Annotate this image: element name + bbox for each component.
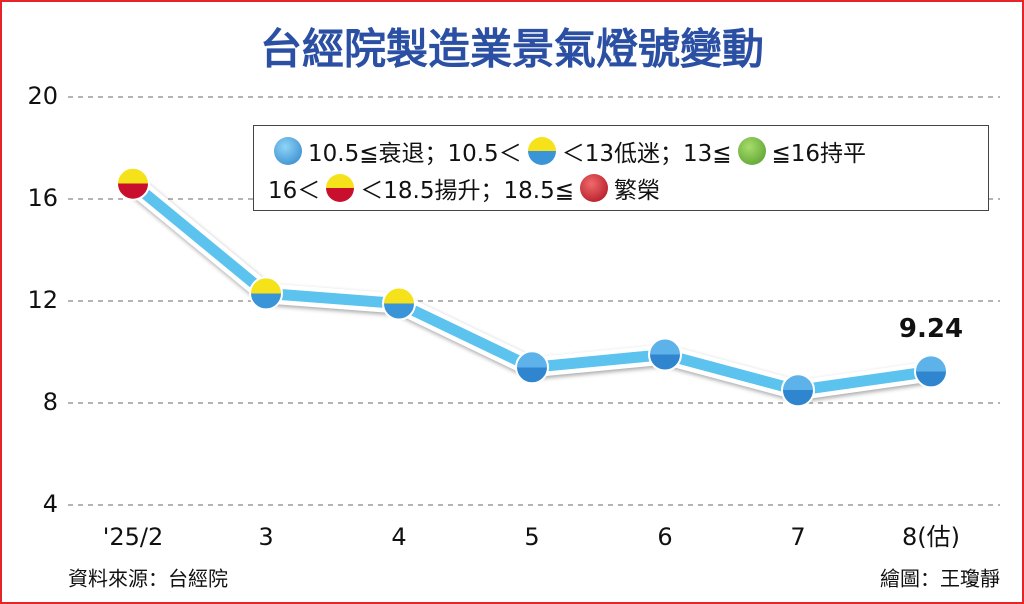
chart-title: 台經院製造業景氣燈號變動: [260, 25, 764, 74]
x-tick-label: 6: [657, 523, 672, 551]
legend-text: 16＜: [268, 177, 321, 204]
y-tick-label: 8: [43, 388, 58, 416]
legend-icon: [274, 136, 302, 165]
marker: [648, 337, 682, 372]
marker: [914, 354, 948, 389]
legend-text: ＜13低迷；13≦: [561, 140, 732, 167]
legend-row: 16＜ ＜18.5揚升；18.5≦ 繁榮: [268, 169, 974, 206]
x-tick-label: 3: [258, 523, 273, 551]
marker: [382, 286, 416, 321]
y-tick-label: 20: [27, 82, 58, 110]
marker: [249, 276, 283, 311]
marker: [781, 373, 815, 408]
y-tick-label: 4: [43, 490, 58, 518]
legend-text: 10.5≦衰退；10.5＜: [308, 140, 522, 167]
legend-icon: [579, 173, 608, 202]
credit: 繪圖：王瓊靜: [880, 567, 1000, 591]
marker: [116, 166, 150, 201]
x-tick-label: 8(估): [902, 523, 960, 551]
legend: 10.5≦衰退；10.5＜ ＜13低迷；13≦ ≦16持平 16＜ ＜18.5揚…: [253, 125, 989, 211]
legend-text: ≦16持平: [771, 140, 867, 167]
legend-text: 繁榮: [613, 177, 660, 204]
value-label: 9.24: [899, 314, 963, 344]
legend-icon: [527, 136, 556, 165]
legend-text: ＜18.5揚升；18.5≦: [360, 177, 574, 204]
x-tick-label: '25/2: [103, 523, 164, 551]
marker: [515, 350, 549, 385]
y-tick-label: 12: [27, 286, 58, 314]
legend-row: 10.5≦衰退；10.5＜ ＜13低迷；13≦ ≦16持平: [268, 132, 974, 169]
x-tick-label: 7: [790, 523, 805, 551]
legend-icon: [737, 136, 766, 165]
x-tick-label: 4: [391, 523, 406, 551]
x-tick-label: 5: [524, 523, 539, 551]
y-tick-label: 16: [27, 184, 58, 212]
legend-icon: [326, 173, 355, 202]
source: 資料來源：台經院: [68, 567, 228, 591]
